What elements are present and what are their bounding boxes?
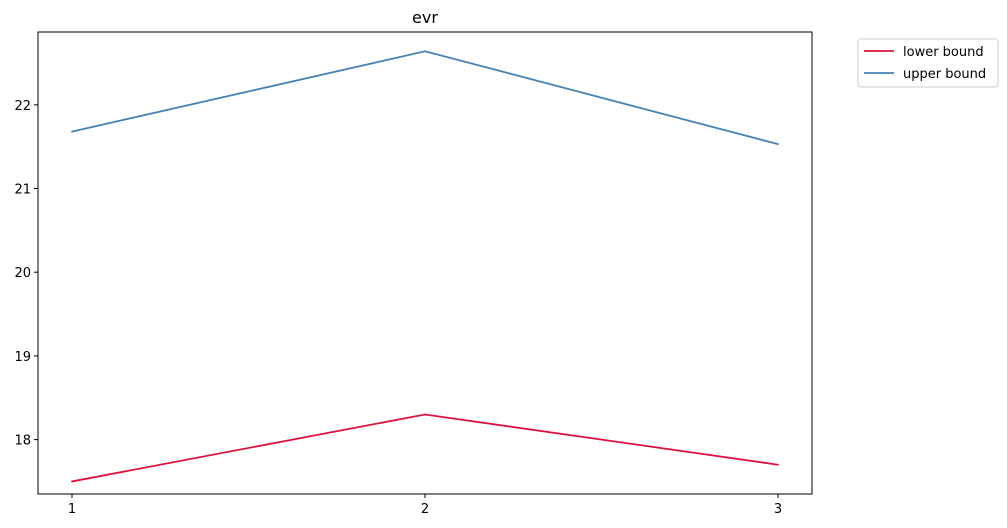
x-tick-label: 3 <box>774 502 782 517</box>
legend-label: lower bound <box>903 45 984 60</box>
chart-title: evr <box>412 8 438 27</box>
plot-area-frame <box>37 31 813 495</box>
legend: lower bound upper bound <box>857 38 999 88</box>
data-point <box>424 413 426 416</box>
y-axis: 18 19 20 21 22 <box>14 99 38 449</box>
data-point <box>71 480 73 483</box>
x-tick-label: 1 <box>68 502 76 517</box>
y-tick-label: 19 <box>14 350 31 365</box>
series-line-upper-bound <box>71 50 779 146</box>
y-tick-label: 20 <box>14 266 31 281</box>
series-layer <box>71 50 779 483</box>
data-point <box>71 130 73 133</box>
y-tick-label: 22 <box>14 99 31 114</box>
legend-label: upper bound <box>903 67 986 82</box>
data-point <box>777 143 779 146</box>
y-tick-label: 18 <box>14 434 31 449</box>
x-axis: 1 2 3 <box>68 494 782 517</box>
series-line-lower-bound <box>71 413 779 483</box>
y-tick-label: 21 <box>14 183 31 198</box>
x-tick-label: 2 <box>421 502 429 517</box>
data-point <box>777 463 779 466</box>
data-point <box>424 50 426 53</box>
